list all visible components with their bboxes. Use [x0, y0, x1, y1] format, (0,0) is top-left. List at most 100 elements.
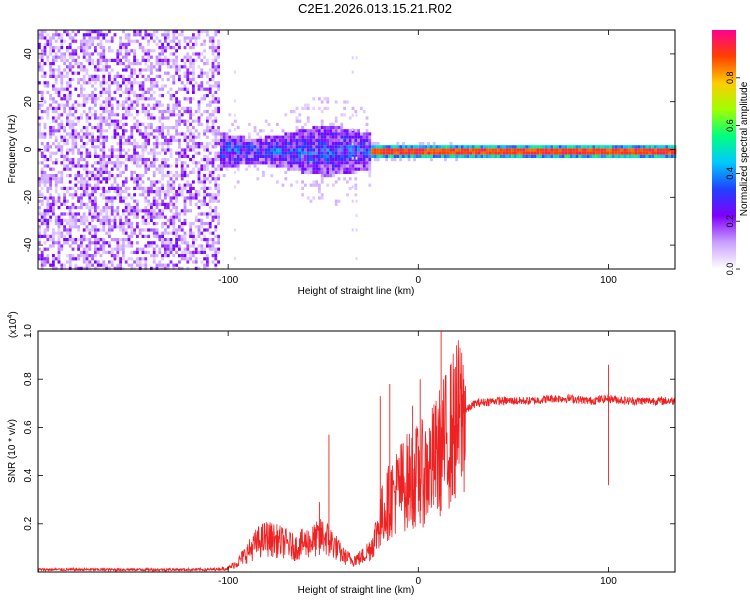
spectrogram-cell: [161, 52, 164, 56]
spectrogram-cell: [192, 90, 195, 94]
spectrogram-cell: [158, 263, 162, 267]
spectrogram-cell: [91, 234, 94, 238]
spectrogram-cell: [54, 231, 58, 235]
spectrogram-cell: [480, 154, 484, 158]
spectrogram-cell: [116, 209, 120, 213]
spectrogram-cell: [38, 228, 41, 232]
spectrogram-cell: [52, 209, 55, 213]
spectrogram-cell: [166, 42, 170, 46]
spectrogram-cell: [295, 129, 299, 133]
spectrogram-cell: [63, 164, 66, 168]
spectrogram-cell: [164, 62, 167, 66]
spectrogram-cell: [222, 132, 226, 136]
spectrogram-cell: [57, 250, 61, 254]
spectrogram-cell: [351, 113, 354, 117]
spectrogram-cell: [119, 74, 122, 78]
spectrogram-cell: [169, 148, 173, 152]
spectrogram-cell: [206, 177, 209, 181]
spectrogram-cell: [54, 33, 58, 37]
spectrogram-cell: [220, 138, 223, 142]
spectrogram-cell: [38, 126, 41, 130]
spectrogram-cell: [155, 81, 159, 85]
spectrogram-cell: [136, 186, 139, 190]
spectrogram-cell: [432, 145, 436, 149]
spectrogram-cell: [186, 55, 190, 59]
spectrogram-cell: [94, 30, 97, 34]
spectrogram-cell: [217, 215, 220, 219]
spectrogram-cell: [94, 151, 97, 155]
spectrogram-cell: [68, 174, 72, 178]
spectrogram-cell: [192, 119, 195, 123]
spectrogram-cell: [203, 49, 206, 53]
spectrogram-cell: [278, 138, 282, 142]
spectrogram-cell: [49, 154, 52, 158]
spectrogram-cell: [253, 142, 257, 146]
spectrogram-cell: [113, 135, 117, 139]
spectrogram-cell: [315, 135, 318, 139]
spectrogram-cell: [74, 190, 78, 194]
spectrogram-cell: [71, 257, 75, 261]
spectrogram-cell: [99, 238, 103, 242]
spectrogram-cell: [304, 138, 307, 142]
spectrogram-cell: [85, 97, 89, 101]
spectrogram-cell: [91, 58, 94, 62]
spectrogram-cell: [306, 106, 310, 110]
spectrogram-cell: [287, 132, 290, 136]
spectrogram-cell: [152, 222, 156, 226]
spectrogram-cell: [74, 100, 78, 104]
spectrogram-cell: [301, 158, 304, 162]
spectrogram-cell: [304, 129, 307, 133]
spectrogram-cell: [68, 148, 72, 152]
spectrogram-cell: [206, 116, 209, 120]
spectrogram-cell: [362, 154, 366, 158]
spectrogram-cell: [116, 250, 120, 254]
spectrogram-cell: [82, 215, 86, 219]
spectrogram-cell: [164, 148, 167, 152]
spectrogram-cell: [262, 145, 265, 149]
spectrogram-cell: [192, 193, 195, 197]
spectrogram-cell: [158, 151, 162, 155]
spectrogram-cell: [362, 145, 366, 149]
spectrogram-cell: [166, 186, 170, 190]
spectrogram-cell: [133, 158, 136, 162]
spectrogram-cell: [119, 193, 122, 197]
spectrogram-cell: [511, 151, 514, 155]
spectrogram-cell: [63, 263, 66, 267]
spectrogram-cell: [141, 234, 145, 238]
spectrogram-cell: [211, 247, 215, 251]
spectrogram-cell: [340, 170, 344, 174]
spectrogram-cell: [514, 148, 517, 152]
spectrogram-cell: [351, 135, 355, 139]
spectrogram-cell: [138, 81, 142, 85]
spectrogram-cell: [169, 46, 173, 50]
spectrogram-cell: [200, 145, 204, 149]
spectrogram-cell: [136, 62, 139, 66]
spectrogram-cell: [43, 212, 47, 216]
spectrogram-cell: [295, 161, 299, 165]
spectrogram-cell: [340, 161, 344, 165]
spectrogram-cell: [102, 190, 106, 194]
spectrogram-cell: [175, 177, 178, 181]
spectrogram-cell: [186, 190, 190, 194]
spectrogram-cell: [155, 158, 159, 162]
spectrogram-cell: [483, 154, 486, 158]
spectrogram-cell: [351, 106, 355, 110]
spectrogram-cell: [155, 138, 159, 142]
spectrogram-cell: [407, 158, 411, 162]
spectrogram-cell: [133, 148, 136, 152]
spectrogram-cell: [206, 241, 209, 245]
spectrogram-cell: [46, 234, 50, 238]
spectrogram-cell: [304, 142, 307, 146]
spectrogram-cell: [225, 132, 229, 136]
spectrogram-cell: [80, 206, 83, 210]
spectrogram-cell: [222, 174, 226, 178]
spectrogram-cell: [88, 231, 92, 235]
spectrogram-cell: [606, 145, 610, 149]
spectrogram-cell: [360, 145, 363, 149]
spectrogram-cell: [155, 215, 159, 219]
spectrogram-cell: [102, 170, 106, 174]
spectrogram-cell: [206, 193, 209, 197]
spectrogram-cell: [66, 46, 69, 50]
spectrogram-cell: [628, 145, 632, 149]
spectrogram-cell: [192, 138, 195, 142]
